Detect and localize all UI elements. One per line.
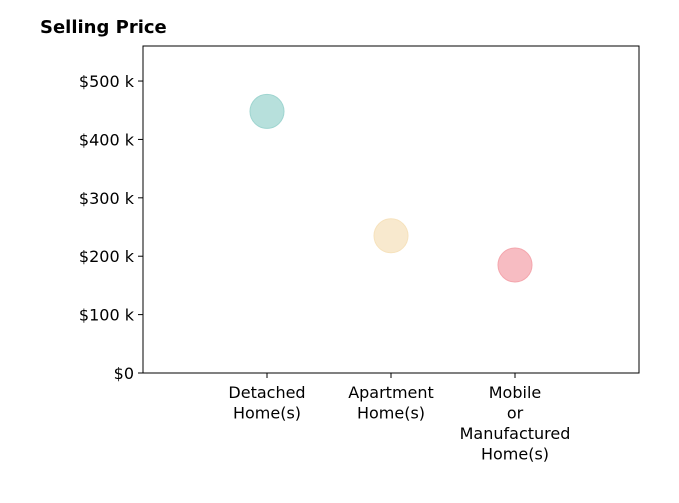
x-axis: Detached Home(s) Apartment Home(s) Mobile or M… xyxy=(228,373,570,464)
x-tick-label: Apartment Home(s) xyxy=(348,383,434,423)
x-tick-label: Detached Home(s) xyxy=(228,383,305,423)
y-tick-label: $0 xyxy=(114,364,134,383)
plot-area-frame xyxy=(142,45,640,374)
y-tick-label: $200 k xyxy=(79,247,135,266)
y-tick-label: $400 k xyxy=(79,130,135,149)
data-point xyxy=(373,218,409,254)
y-tick-label: $300 k xyxy=(79,189,135,208)
x-tick-label: Mobile or Manufactured Home(s) xyxy=(460,383,571,464)
y-axis: $0 $100 k $200 k $300 k $400 k $500 k xyxy=(79,72,143,383)
data-points xyxy=(249,93,533,283)
data-point xyxy=(497,247,533,283)
y-tick-label: $100 k xyxy=(79,306,135,325)
y-tick-label: $500 k xyxy=(79,72,135,91)
chart-title: Selling Price xyxy=(40,17,167,38)
data-point xyxy=(249,93,285,129)
